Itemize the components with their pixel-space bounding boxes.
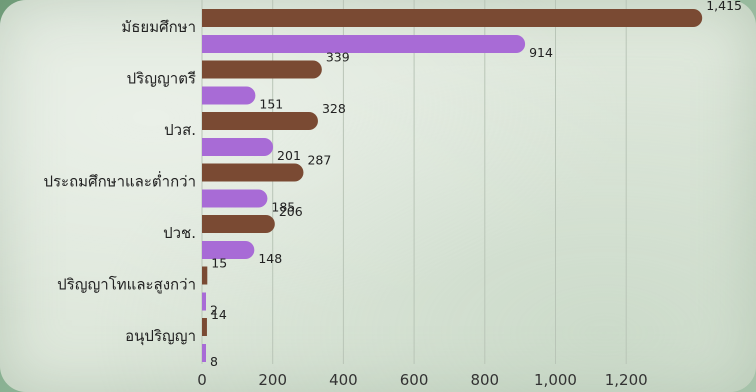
label-layer: มัธยมศึกษา 1,415 914 ปริญญาตรี 339 151 ปวส. 328…	[43, 0, 742, 369]
bar-series-2	[202, 241, 255, 259]
bar-series-1	[202, 9, 703, 27]
bar-layer	[202, 9, 703, 362]
category-label: ปริญญาตรี	[127, 70, 196, 88]
x-tick-label: 600	[400, 371, 429, 389]
bar-series-2	[202, 86, 256, 105]
x-tick-label: 1,000	[534, 371, 577, 389]
data-label: 328	[322, 101, 346, 116]
bar-series-2	[202, 292, 206, 311]
category-label: ประถมศึกษาและต่ำกว่า	[43, 171, 196, 191]
data-label: 914	[529, 45, 553, 60]
data-label: 185	[271, 200, 295, 215]
data-label: 287	[307, 153, 331, 168]
bar-series-1	[202, 60, 322, 79]
data-label: 148	[258, 251, 282, 266]
category-label: ปริญญาโทและสูงกว่า	[57, 276, 196, 294]
data-label: 2	[210, 303, 218, 318]
bar-series-1	[202, 112, 318, 130]
x-tick-label: 800	[470, 371, 499, 389]
x-axis: 0 200 400 600 800 1,000 1,200	[197, 371, 647, 389]
bar-series-1	[202, 163, 304, 182]
data-label: 339	[326, 50, 350, 65]
x-tick-label: 0	[197, 371, 207, 389]
data-label: 1,415	[706, 0, 742, 13]
category-label: ปวส.	[164, 121, 196, 139]
data-label: 15	[211, 256, 227, 271]
bar-series-1	[202, 318, 207, 336]
grid-layer	[201, 0, 627, 364]
category-label: อนุปริญญา	[125, 327, 196, 346]
category-label: ปวช.	[163, 224, 196, 242]
x-tick-label: 400	[329, 371, 358, 389]
data-label: 8	[210, 354, 218, 369]
data-label: 206	[279, 204, 303, 219]
data-label: 14	[211, 307, 227, 322]
category-label: มัธยมศึกษา	[121, 18, 196, 36]
bar-series-2	[202, 35, 526, 53]
bar-series-2	[202, 344, 206, 362]
bar-series-1	[202, 266, 208, 285]
x-tick-label: 200	[258, 371, 287, 389]
bar-series-1	[202, 215, 275, 233]
bar-series-2	[202, 138, 274, 156]
bar-series-2	[202, 189, 268, 208]
data-label: 151	[259, 97, 283, 112]
data-label: 201	[277, 148, 301, 163]
x-tick-label: 1,200	[605, 371, 648, 389]
